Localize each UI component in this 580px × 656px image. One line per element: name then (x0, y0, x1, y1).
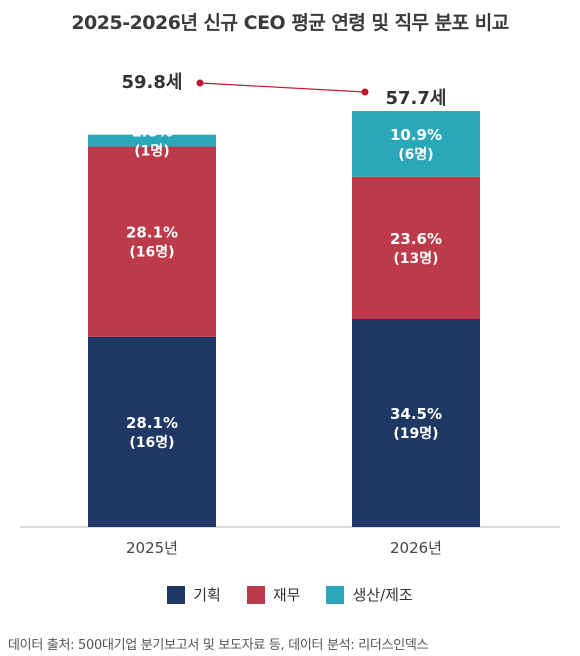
stacked-bar-chart: 28.1% (16명) 28.1% (16명) 1.8% (1명) 2025년 34.5% (1… (20, 72, 560, 557)
legend-item: 기획 (167, 584, 221, 605)
legend-label: 재무 (272, 586, 301, 604)
count-label: (6명) (398, 146, 433, 163)
bar-segment (88, 146, 216, 337)
bar-segment (88, 134, 216, 147)
age-label: 57.7세 (386, 88, 447, 109)
count-label: (16명) (129, 434, 174, 451)
x-tick-label: 2025년 (126, 539, 178, 557)
data-label: 23.6% (390, 230, 442, 248)
data-label: 28.1% (126, 224, 178, 242)
data-label: 1.8% (131, 123, 173, 141)
legend-swatch (246, 585, 265, 604)
age-marker (361, 88, 369, 96)
bar-segment (352, 176, 480, 319)
bar-segment (352, 111, 480, 177)
bar-segment (88, 336, 216, 527)
legend-swatch (326, 585, 345, 604)
legend-label: 기획 (193, 586, 221, 604)
legend-item: 생산/제조 (326, 584, 413, 605)
data-label: 28.1% (126, 414, 178, 432)
count-label: (19명) (393, 425, 438, 442)
age-label: 59.8세 (122, 72, 183, 93)
data-label: 10.9% (390, 126, 442, 144)
x-tick-label: 2026년 (390, 539, 442, 557)
count-label: (13명) (393, 250, 438, 267)
count-label: (16명) (129, 244, 174, 261)
legend-label: 생산/제조 (352, 586, 413, 604)
legend: 기획 재무 생산/제조 (0, 584, 580, 605)
legend-swatch (167, 585, 186, 604)
data-label: 34.5% (390, 405, 442, 423)
legend-item: 재무 (246, 584, 301, 605)
age-marker (196, 79, 204, 87)
count-label: (1명) (134, 143, 169, 160)
bar-segment (352, 319, 480, 527)
age-line (199, 82, 366, 93)
source-note: 데이터 출처: 500대기업 분기보고서 및 보도자료 등, 데이터 분석: 리… (8, 638, 429, 653)
chart-title: 2025-2026년 신규 CEO 평균 연령 및 직무 분포 비교 (71, 12, 509, 34)
